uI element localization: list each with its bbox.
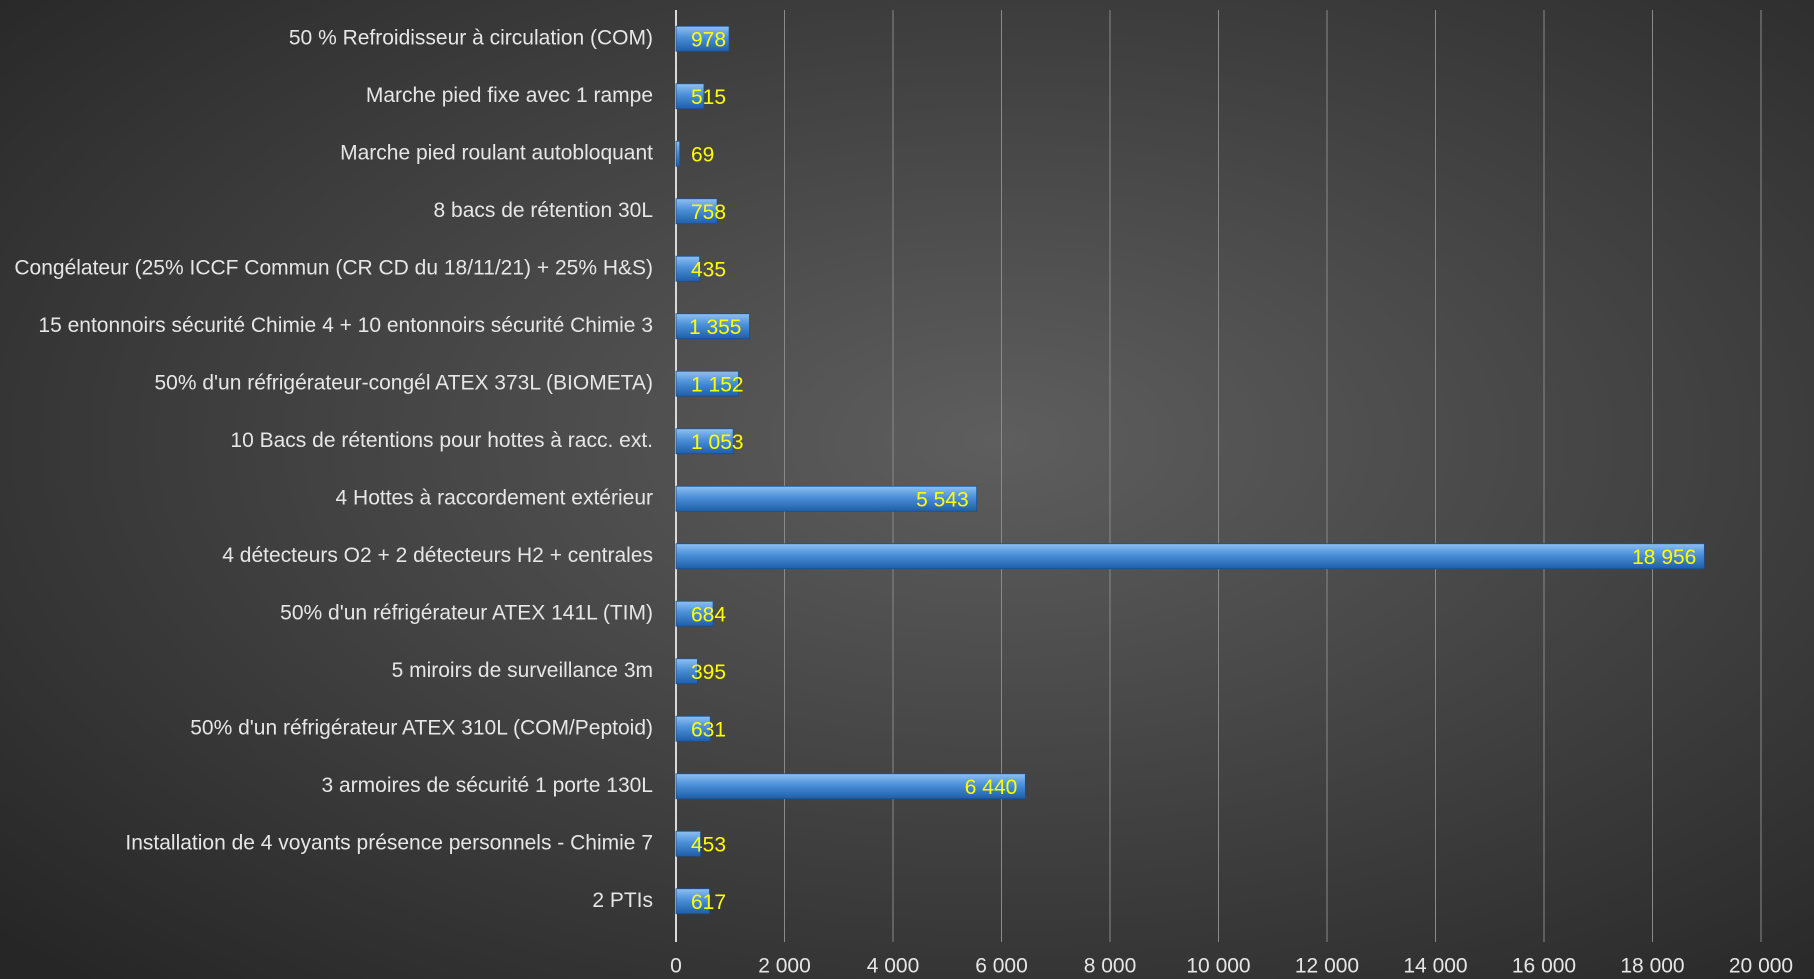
x-tick-label: 4 000	[867, 955, 920, 978]
data-label: 395	[691, 661, 726, 684]
x-tick-label: 14 000	[1403, 955, 1467, 978]
data-label: 1 053	[691, 431, 744, 454]
x-tick-label: 12 000	[1295, 955, 1359, 978]
x-tick-label: 20 000	[1729, 955, 1793, 978]
y-tick-label: 4 détecteurs O2 + 2 détecteurs H2 + cent…	[222, 544, 653, 567]
data-label: 1 355	[689, 316, 742, 339]
data-label: 18 956	[1632, 546, 1696, 569]
bar	[675, 255, 700, 282]
y-tick-label: 50% d'un réfrigérateur ATEX 310L (COM/Pe…	[190, 716, 653, 739]
y-tick-label: 50% d'un réfrigérateur-congél ATEX 373L …	[154, 371, 653, 394]
data-label: 435	[691, 258, 726, 281]
bar	[675, 83, 705, 110]
bar	[675, 313, 750, 340]
data-label: 684	[691, 603, 726, 626]
data-label: 6 440	[965, 776, 1018, 799]
bar	[675, 198, 718, 225]
y-tick-label: 10 Bacs de rétentions pour hottes à racc…	[230, 429, 653, 452]
bar	[675, 428, 734, 455]
data-label: 69	[691, 143, 714, 166]
data-label: 515	[691, 86, 726, 109]
y-tick-label: 2 PTIs	[592, 889, 653, 912]
bar	[675, 600, 714, 627]
y-tick-label: 15 entonnoirs sécurité Chimie 4 + 10 ent…	[38, 314, 653, 337]
x-tick-label: 8 000	[1084, 955, 1137, 978]
data-label: 978	[691, 28, 726, 51]
y-tick-label: 5 miroirs de surveillance 3m	[392, 659, 653, 682]
data-label: 758	[691, 201, 726, 224]
y-tick-label: Congélateur (25% ICCF Commun (CR CD du 1…	[14, 256, 653, 279]
x-tick-label: 10 000	[1186, 955, 1250, 978]
y-tick-label: 4 Hottes à raccordement extérieur	[336, 486, 653, 509]
y-tick-label: 50 % Refroidisseur à circulation (COM)	[289, 26, 653, 49]
x-tick-label: 2 000	[758, 955, 811, 978]
x-tick-label: 6 000	[975, 955, 1028, 978]
y-tick-label: Marche pied roulant autobloquant	[340, 141, 653, 164]
bar	[675, 773, 1026, 800]
y-tick-label: 50% d'un réfrigérateur ATEX 141L (TIM)	[280, 601, 653, 624]
x-tick-label: 0	[670, 955, 682, 978]
data-label: 453	[691, 833, 726, 856]
bar	[675, 25, 730, 52]
x-tick-label: 16 000	[1512, 955, 1576, 978]
bar	[675, 830, 701, 857]
bar	[675, 543, 1705, 570]
x-tick-label: 18 000	[1620, 955, 1684, 978]
bar	[675, 715, 711, 742]
data-label: 617	[691, 891, 726, 914]
data-label: 631	[691, 718, 726, 741]
bar	[675, 485, 978, 512]
y-tick-label: 8 bacs de rétention 30L	[434, 199, 654, 222]
y-tick-label: Installation de 4 voyants présence perso…	[125, 831, 653, 854]
data-label: 1 152	[691, 373, 744, 396]
bar	[675, 140, 681, 167]
y-tick-label: 3 armoires de sécurité 1 porte 130L	[321, 774, 653, 797]
bar	[675, 370, 739, 397]
bar	[675, 658, 698, 685]
y-tick-label: Marche pied fixe avec 1 rampe	[366, 84, 653, 107]
bar	[675, 888, 710, 915]
data-label: 5 543	[916, 488, 969, 511]
